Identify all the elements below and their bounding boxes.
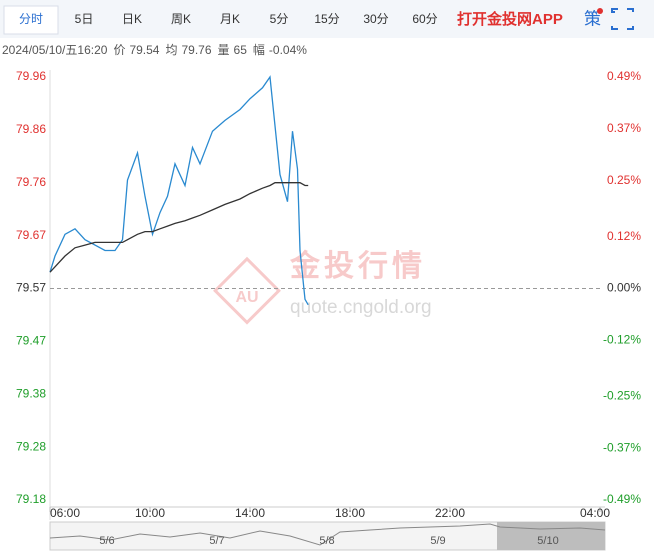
navigator-label: 5/9 [430,535,445,547]
y-tick-label: 79.96 [16,69,46,83]
y-tick-label: 79.86 [16,122,46,136]
tab[interactable]: 30分 [363,12,388,26]
info-avg: 79.76 [182,43,212,57]
tab[interactable]: 5日 [75,12,94,26]
tab[interactable]: 日K [122,12,142,26]
y2-tick-label: 0.00% [607,281,641,295]
tab[interactable]: 5分 [270,12,289,26]
y2-tick-label: 0.49% [607,69,641,83]
watermark-badge: AU [235,289,258,306]
y-tick-label: 79.38 [16,386,46,400]
y-tick-label: 79.57 [16,281,46,295]
watermark: AU 金投行情 quote.cngold.org [213,249,432,325]
y2-tick-label: -0.49% [603,492,641,506]
y-tick-label: 79.28 [16,439,46,453]
y2-tick-label: -0.25% [603,389,641,403]
badge-dot [597,8,603,14]
navigator-line [49,523,606,546]
info-amp: -0.04% [269,43,307,57]
active-tab-bg [3,5,59,35]
watermark-diamond [213,256,281,325]
x-tick-label: 18:00 [335,506,365,520]
x-tick-label: 22:00 [435,506,465,520]
info-datetime: 2024/05/10/五16:20 [2,43,108,57]
fullscreen-icon[interactable] [611,8,634,30]
navigator-label: 5/8 [319,535,334,547]
price-line [49,75,309,306]
y-tick-label: 79.18 [16,492,46,506]
watermark-title: 金投行情 [289,249,426,283]
y-tick-label: 79.67 [16,228,46,242]
x-tick-label: 04:00 [580,506,610,520]
x-tick-label: 06:00 [50,506,80,520]
watermark-url: quote.cngold.org [290,297,432,318]
y2-tick-label: -0.37% [603,440,641,454]
y2-tick-label: 0.37% [607,121,641,135]
tab[interactable]: 周K [171,12,191,26]
y2-tick-label: 0.12% [607,229,641,243]
x-tick-label: 14:00 [235,506,265,520]
tab[interactable]: 60分 [412,12,437,26]
y2-tick-label: -0.12% [603,332,641,346]
navigator-label: 5/7 [209,535,224,547]
navigator-label: 5/10 [537,535,558,547]
average-line [49,182,309,273]
strategy-icon[interactable]: 策 [584,9,601,28]
tab[interactable]: 分时 [19,12,43,26]
y2-tick-label: 0.25% [607,173,641,187]
tab[interactable]: 月K [220,12,240,26]
info-line: 2024/05/10/五16:20 价 79.54 均 79.76 量 65 幅 -0.04% [2,42,307,57]
info-vol-label: 量 [218,43,230,57]
info-amp-label: 幅 [253,42,265,57]
y-tick-label: 79.47 [16,334,46,348]
tab-bar [0,0,654,38]
navigator-label: 5/6 [99,535,114,547]
x-tick-label: 10:00 [135,506,165,520]
y-tick-label: 79.76 [16,175,46,189]
info-vol: 65 [234,43,248,57]
info-price-label: 价 [113,43,125,57]
info-price: 79.54 [129,43,159,57]
info-avg-label: 均 [165,43,177,57]
tab[interactable]: 15分 [314,12,339,26]
app-link[interactable]: 打开金投网APP [457,10,563,28]
navigator-window[interactable] [497,522,605,550]
